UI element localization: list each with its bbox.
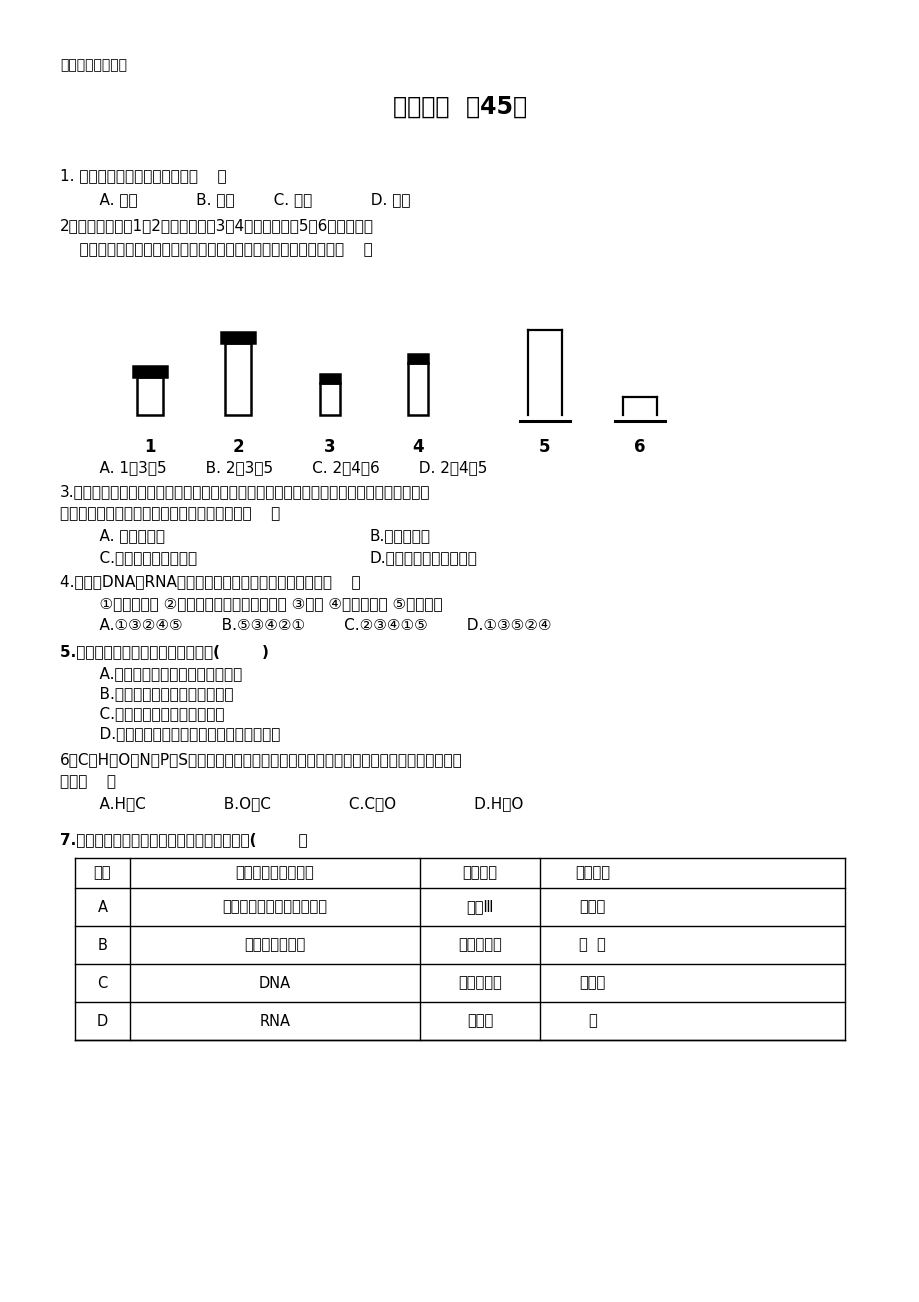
Text: 6．C、H、O、N、P、S等元素是组成生物体的主要元素，其中数量最多和含量最多的元素依: 6．C、H、O、N、P、S等元素是组成生物体的主要元素，其中数量最多和含量最多的…: [60, 753, 462, 767]
Bar: [320, 374, 340, 383]
Text: 4.「观察DNA和RNA在细胞中的分布」的实验操作顺序是（    ）: 4.「观察DNA和RNA在细胞中的分布」的实验操作顺序是（ ）: [60, 574, 360, 589]
Text: 健那綦染液: 健那綦染液: [458, 975, 502, 991]
Bar: [407, 363, 427, 415]
Text: 双缩脿试剂: 双缩脿试剂: [458, 937, 502, 953]
Text: A.H、C                B.O、C                C.C、O                D.H、O: A.H、C B.O、C C.C、O D.H、O: [80, 796, 523, 811]
Text: 次是（    ）: 次是（ ）: [60, 773, 116, 789]
Text: 选项: 选项: [94, 866, 111, 880]
Text: 人口腔上皮细胞中的线粒体: 人口腔上皮细胞中的线粒体: [222, 900, 327, 914]
Bar: [137, 378, 163, 415]
Text: 苏丹Ⅲ: 苏丹Ⅲ: [466, 900, 494, 914]
Text: RNA: RNA: [259, 1013, 290, 1029]
Text: 6: 6: [633, 437, 645, 456]
Text: 生物精练  （45）: 生物精练 （45）: [392, 95, 527, 118]
Text: 橘黄色: 橘黄色: [579, 900, 605, 914]
Text: 有的地方物像不清晰，产生这种现象的原因是（    ）: 有的地方物像不清晰，产生这种现象的原因是（ ）: [60, 506, 280, 521]
Bar: [133, 366, 167, 378]
Text: 蓝綦色: 蓝綦色: [579, 975, 605, 991]
Text: A.①③②④⑤        B.⑤③④②①        C.②③④①⑤        D.①③⑤②④: A.①③②④⑤ B.⑤③④②① C.②③④①⑤ D.①③⑤②④: [80, 618, 550, 633]
Text: A. 细胞            B. 组织        C. 器官            D. 系统: A. 细胞 B. 组织 C. 器官 D. 系统: [80, 191, 410, 207]
Text: 7.下表是关于物质检测的内容，其中正确的是(        ）: 7.下表是关于物质检测的内容，其中正确的是( ）: [60, 832, 307, 848]
Bar: [225, 342, 251, 415]
Text: 2: 2: [232, 437, 244, 456]
Text: 3: 3: [323, 437, 335, 456]
Text: 镜与切片的距离。欲获得观察到的细胞数目最少，其正确组合是（    ）: 镜与切片的距离。欲获得观察到的细胞数目最少，其正确组合是（ ）: [60, 242, 372, 256]
Text: 马铃薯中的淣粉: 马铃薯中的淣粉: [244, 937, 305, 953]
Text: 5: 5: [539, 437, 550, 456]
Text: 1: 1: [144, 437, 155, 456]
Text: D.洋葱标本的厚薄不均匀: D.洋葱标本的厚薄不均匀: [369, 549, 477, 565]
Text: A.一切动植物由细胞及其产物构成: A.一切动植物由细胞及其产物构成: [80, 667, 242, 681]
Text: A. 1、3、5        B. 2、3、5        C. 2、4、6        D. 2、4、5: A. 1、3、5 B. 2、3、5 C. 2、4、6 D. 2、4、5: [80, 460, 487, 475]
Text: 吠罗红: 吠罗红: [466, 1013, 493, 1029]
Text: 待检测的物质或结构: 待检测的物质或结构: [235, 866, 314, 880]
Text: 紫  色: 紫 色: [578, 937, 606, 953]
Text: B.细胞是生物体相对独立的单位: B.细胞是生物体相对独立的单位: [80, 686, 233, 700]
Text: 使用试剂: 使用试剂: [462, 866, 497, 880]
Text: 呼现颜色: 呼现颜色: [574, 866, 609, 880]
Text: 红: 红: [587, 1013, 596, 1029]
Text: A: A: [97, 900, 108, 914]
Text: 3.在显微镜下观察洋葱表皮细胞，调节细准焦螺旋，看到同一视野中，有的地方物像清晰，: 3.在显微镜下观察洋葱表皮细胞，调节细准焦螺旋，看到同一视野中，有的地方物像清晰…: [60, 484, 430, 499]
Text: D.细胞分为细胞质、细胞核、细胞膜三部分: D.细胞分为细胞质、细胞核、细胞膜三部分: [80, 727, 280, 741]
Text: 生物基础知识复习: 生物基础知识复习: [60, 59, 127, 72]
Text: C.细准焦螺旋转动太快: C.细准焦螺旋转动太快: [80, 549, 197, 565]
Text: C: C: [97, 975, 108, 991]
Text: D: D: [96, 1013, 108, 1029]
Bar: [320, 383, 340, 415]
Bar: [221, 332, 255, 342]
Text: 1. 地球上最基本的生命系统是（    ）: 1. 地球上最基本的生命系统是（ ）: [60, 168, 226, 184]
Text: B.光源有变化: B.光源有变化: [369, 529, 430, 543]
Bar: [407, 354, 427, 363]
Text: 5.下列哪项不是细胞学说的主要内容(        ): 5.下列哪项不是细胞学说的主要内容( ): [60, 644, 268, 659]
Text: C.新细胞可以从老细胞中产生: C.新细胞可以从老细胞中产生: [80, 706, 224, 721]
Text: 4: 4: [412, 437, 424, 456]
Text: DNA: DNA: [258, 975, 290, 991]
Text: A. 显微镜坏了: A. 显微镜坏了: [80, 529, 165, 543]
Text: 2．如下图所示，1、2为物镜长度，3、4为目镜长度；5、6为观察时物: 2．如下图所示，1、2为物镜长度，3、4为目镜长度；5、6为观察时物: [60, 217, 374, 233]
Text: B: B: [97, 937, 108, 953]
Text: ①取细胞制片 ②用吠罗红甲基綦染色剂染色 ③水解 ④盖上盖玻片 ⑤冲洗涂片: ①取细胞制片 ②用吠罗红甲基綦染色剂染色 ③水解 ④盖上盖玻片 ⑤冲洗涂片: [80, 596, 442, 611]
